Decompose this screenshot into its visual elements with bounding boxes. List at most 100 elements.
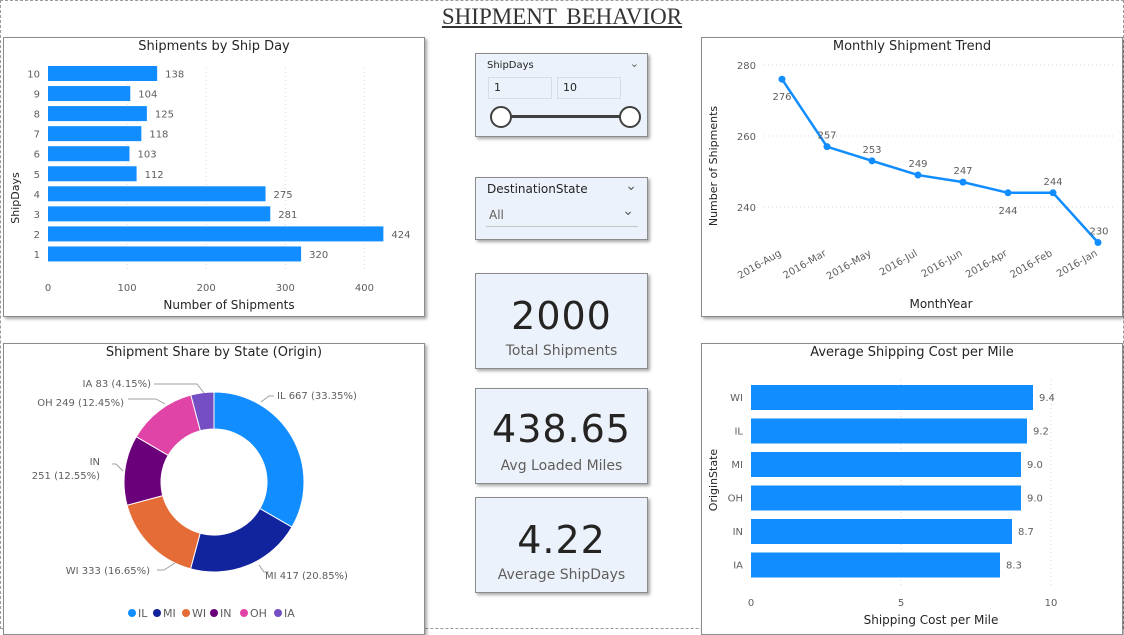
range-slider-track[interactable] (500, 115, 630, 118)
trend-data-label: 257 (817, 131, 836, 142)
ship-day-xtick: 400 (355, 283, 374, 294)
legend-item-ia: IA (284, 607, 295, 620)
ship-day-bar (48, 86, 131, 102)
trend-xtick: 2016-Jun (920, 248, 965, 280)
cost-chart-card[interactable]: Average Shipping Cost per Mile OriginSta… (701, 343, 1123, 635)
leader-line (157, 562, 176, 571)
trend-data-label: 244 (1043, 177, 1062, 188)
ship-day-data-label: 125 (155, 110, 174, 121)
trend-data-label: 249 (908, 159, 927, 170)
ship-day-xtick: 200 (197, 283, 216, 294)
ship-day-bar (48, 246, 302, 262)
destination-state-slicer[interactable]: DestinationState ⌄ All ⌄ (475, 177, 648, 240)
trend-ytick: 260 (737, 132, 756, 143)
trend-chart: Number of Shipments MonthYear 280 260 240 2… (707, 61, 1114, 311)
ship-day-chart-card[interactable]: Shipments by Ship Day ShipDays Number of… (3, 37, 425, 317)
donut-slice-ia (190, 391, 215, 432)
ship-day-bar (48, 226, 384, 242)
ship-day-category-label: 8 (34, 110, 40, 121)
ship-day-category-label: 10 (27, 70, 40, 81)
cost-category-label: WI (730, 393, 743, 404)
ship-day-xtick: 0 (45, 283, 51, 294)
ship-day-category-label: 4 (34, 190, 40, 201)
leader-line (258, 564, 269, 573)
leader-line (112, 463, 124, 472)
trend-point (914, 171, 922, 179)
donut-slice-mi (189, 507, 293, 573)
ship-day-xtick: 300 (276, 283, 295, 294)
cost-data-label: 9.2 (1033, 427, 1049, 438)
range-slider-min-handle[interactable] (490, 106, 512, 128)
donut-label-mi: MI 417 (20.85%) (265, 571, 348, 582)
trend-point (1004, 189, 1012, 197)
chevron-down-icon[interactable]: ⌄ (625, 178, 637, 194)
ship-day-category-label: 3 (34, 210, 40, 221)
ship-day-data-label: 275 (274, 190, 293, 201)
trend-xtick: 2016-Feb (1008, 248, 1054, 281)
share-chart-card[interactable]: Shipment Share by State (Origin) IL 667 … (3, 343, 425, 635)
ship-day-data-label: 424 (391, 230, 410, 241)
ship-day-category-label: 9 (34, 90, 40, 101)
legend-marker-oh (240, 609, 248, 617)
leader-line (128, 398, 166, 405)
ship-day-category-label: 7 (34, 130, 40, 141)
trend-point (823, 143, 831, 151)
destination-state-selected: All (489, 208, 504, 222)
trend-data-label: 247 (953, 166, 972, 177)
cost-data-label: 8.7 (1018, 527, 1034, 538)
cost-bar (751, 385, 1033, 410)
cost-xtick: 5 (898, 598, 904, 609)
ship-day-chart: ShipDays Number of Shipments 0 100 200 300 4… (9, 66, 410, 312)
range-slider-max-handle[interactable] (619, 106, 641, 128)
trend-xtick: 2016-Jul (878, 248, 920, 278)
cost-category-label: OH (728, 494, 743, 505)
kpi-avg-shipdays-label: Average ShipDays (497, 567, 626, 583)
trend-data-label: 276 (772, 92, 791, 103)
trend-ytick: 240 (737, 203, 756, 214)
trend-chart-card[interactable]: Monthly Shipment Trend Number of Shipmen… (701, 37, 1123, 317)
trend-point (959, 178, 967, 186)
share-chart: IL 667 (33.35%) MI 417 (20.85%) WI 333 (16… (32, 379, 357, 620)
trend-chart-title: Monthly Shipment Trend (832, 39, 992, 54)
chevron-down-icon[interactable]: ⌄ (629, 57, 639, 70)
cost-bar (751, 485, 1021, 511)
cost-xlabel: Shipping Cost per Mile (864, 613, 999, 627)
trend-xtick: 2016-Aug (736, 248, 783, 282)
kpi-avg-shipdays: 4.22 Average ShipDays (475, 497, 648, 593)
donut-label-in-value: 251 (12.55%) (32, 471, 100, 482)
shipdays-slicer-label: ShipDays (487, 60, 534, 71)
trend-xtick: 2016-May (825, 248, 874, 282)
shipdays-max-input[interactable]: 10 (557, 77, 621, 99)
cost-bar (751, 418, 1027, 444)
ship-day-chart-title: Shipments by Ship Day (138, 39, 290, 54)
ship-day-bar (48, 146, 130, 162)
ship-day-ylabel: ShipDays (9, 172, 22, 224)
ship-day-bar (48, 126, 142, 142)
legend-item-in: IN (220, 607, 231, 620)
donut-label-il: IL 667 (33.35%) (277, 391, 357, 402)
chevron-down-icon[interactable]: ⌄ (622, 203, 634, 219)
trend-point (1094, 239, 1102, 246)
shipdays-min-input[interactable]: 1 (488, 77, 552, 99)
shipdays-slicer[interactable]: ShipDays ⌄ 1 10 (475, 53, 648, 137)
cost-chart-title: Average Shipping Cost per Mile (810, 345, 1014, 360)
legend-item-oh: OH (250, 607, 267, 620)
destination-state-dropdown[interactable]: All ⌄ (486, 203, 638, 227)
ship-day-data-label: 103 (137, 150, 156, 161)
ship-day-data-label: 320 (309, 250, 328, 261)
legend-marker-in (210, 609, 218, 617)
ship-day-data-label: 281 (278, 210, 297, 221)
trend-xlabel: MonthYear (909, 297, 972, 311)
ship-day-bar (48, 186, 266, 202)
legend-marker-mi (153, 609, 161, 617)
destination-state-label: DestinationState (487, 182, 588, 196)
cost-data-label: 9.0 (1027, 460, 1043, 471)
ship-day-data-label: 112 (145, 170, 164, 181)
trend-data-label: 244 (998, 206, 1017, 217)
page-title: SHIPMENT BEHAVIOR (441, 4, 683, 29)
legend-marker-ia (274, 609, 282, 617)
donut-slice-wi (126, 495, 201, 570)
donut-label-oh: OH 249 (12.45%) (37, 398, 124, 409)
ship-day-data-label: 138 (165, 70, 184, 81)
trend-xtick: 2016-Apr (964, 248, 1010, 281)
